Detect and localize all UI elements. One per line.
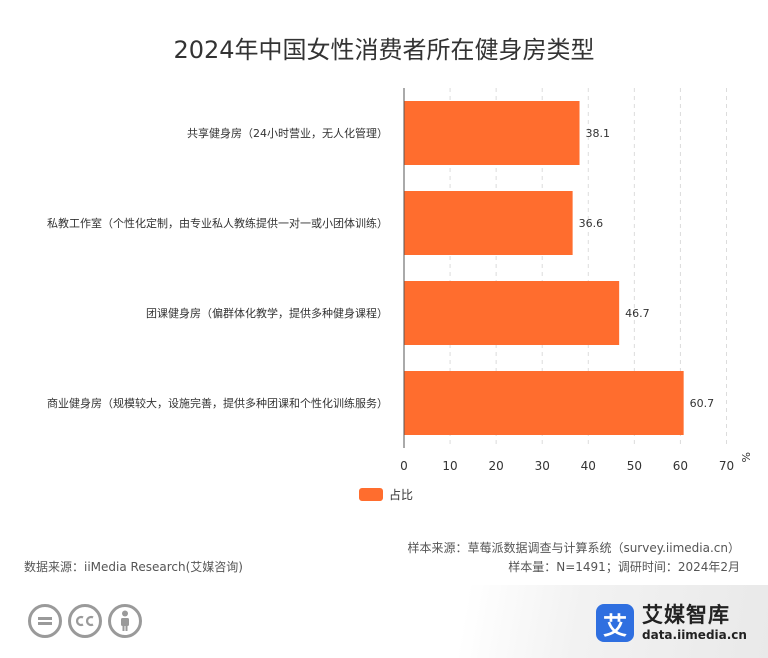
brand: 艾 艾媒智库 data.iimedia.cn — [596, 603, 747, 643]
value-label-0: 38.1 — [586, 127, 611, 140]
category-label-3: 商业健身房（规模较大，设施完善，提供多种团课和个性化训练服务） — [47, 396, 388, 410]
bar-1 — [404, 191, 573, 255]
chart-title: 2024年中国女性消费者所在健身房类型 — [173, 36, 595, 64]
x-tick-label-20: 20 — [489, 459, 504, 473]
sample-size: 样本量：N=1491；调研时间：2024年2月 — [508, 560, 740, 574]
bar-2 — [404, 281, 620, 345]
x-tick-label-40: 40 — [581, 459, 596, 473]
x-tick-label-70: 70 — [719, 459, 734, 473]
value-label-2: 46.7 — [625, 307, 650, 320]
bar-3 — [404, 371, 684, 435]
category-label-1: 私教工作室（个性化定制，由专业私人教练提供一对一或小团体训练） — [47, 216, 388, 230]
license-icons — [28, 604, 142, 638]
brand-name: 艾媒智库 — [642, 603, 730, 627]
brand-logo-icon: 艾 — [596, 604, 634, 642]
x-tick-label-60: 60 — [673, 459, 688, 473]
x-tick-label-30: 30 — [535, 459, 550, 473]
legend-swatch — [359, 488, 383, 501]
x-tick-label-50: 50 — [627, 459, 642, 473]
brand-url: data.iimedia.cn — [642, 628, 747, 642]
bar-chart: 共享健身房（24小时营业，无人化管理） 38.1 私教工作室（个性化定制，由专业私人… — [47, 88, 752, 473]
bar-0 — [404, 101, 580, 165]
x-unit-label: % — [739, 452, 752, 462]
category-label-0: 共享健身房（24小时营业，无人化管理） — [187, 126, 388, 140]
legend[interactable]: 占比 — [359, 486, 413, 503]
sample-source: 样本来源：草莓派数据调查与计算系统（survey.iimedia.cn） — [407, 541, 740, 555]
category-label-2: 团课健身房（偏群体化教学，提供多种健身课程） — [146, 306, 388, 320]
x-tick-label-10: 10 — [442, 459, 457, 473]
x-tick-label-0: 0 — [400, 459, 408, 473]
data-source: 数据来源：iiMedia Research(艾媒咨询) — [24, 560, 243, 574]
person-icon — [108, 604, 142, 638]
value-label-1: 36.6 — [579, 217, 604, 230]
cc-icon — [68, 604, 102, 638]
equal-icon — [28, 604, 62, 638]
value-label-3: 60.7 — [690, 397, 715, 410]
legend-label: 占比 — [389, 488, 414, 502]
